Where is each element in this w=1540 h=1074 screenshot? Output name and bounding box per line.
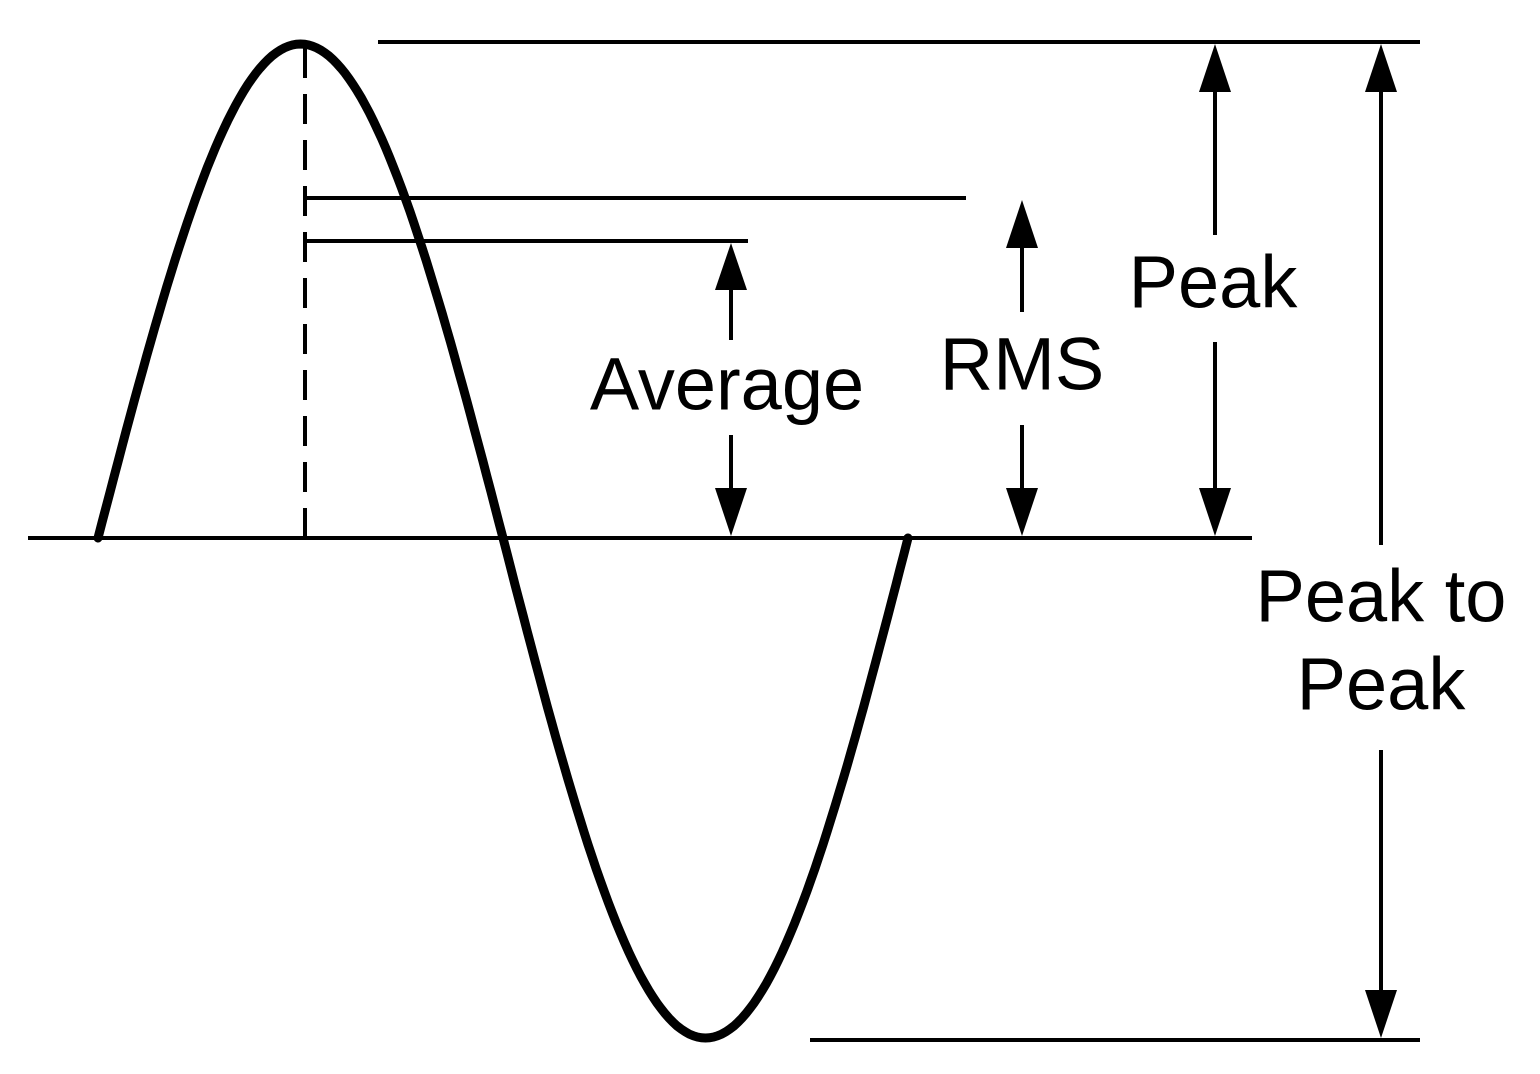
rms-label: RMS	[940, 323, 1104, 406]
average-arrow	[715, 243, 747, 536]
average-label: Average	[590, 343, 864, 426]
peak-label: Peak	[1129, 241, 1299, 324]
sine-wave	[93, 39, 913, 1043]
peak-to-peak-label: Peak	[1297, 643, 1467, 726]
peak-to-peak-label: Peak to	[1256, 555, 1507, 638]
peak-arrow	[1199, 44, 1231, 536]
peak-to-peak-arrow	[1365, 44, 1397, 1038]
rms-arrow	[1006, 200, 1038, 536]
